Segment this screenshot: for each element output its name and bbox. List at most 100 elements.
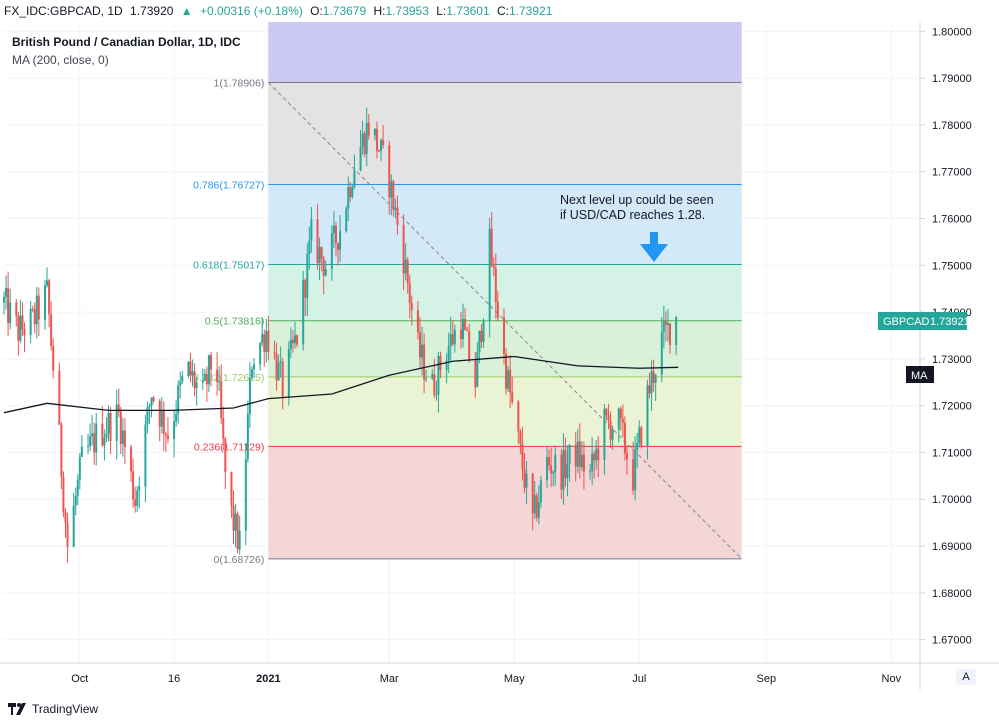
candle-body	[158, 401, 161, 427]
candle-body	[365, 122, 368, 154]
candle-body	[78, 456, 81, 480]
y-tick-label: 1.79000	[932, 73, 972, 85]
candle-body	[244, 459, 247, 531]
y-tick-label: 1.80000	[932, 26, 972, 38]
price-axis[interactable]: 1.67000 1.68000 1.69000 1.70000 1.71000 1.720…	[920, 26, 972, 647]
candle-body	[74, 495, 77, 506]
candle-body	[464, 318, 467, 330]
candle-body	[517, 402, 520, 432]
candle-body	[150, 397, 153, 406]
candle-body	[330, 233, 333, 269]
candle-body	[623, 422, 626, 454]
candle-body	[593, 453, 596, 461]
annotation-line-1: Next level up could be seen	[560, 193, 714, 207]
candle-body	[396, 207, 399, 225]
up-triangle-icon: ▲	[180, 4, 193, 18]
candle-body	[289, 339, 292, 349]
candle-body	[439, 356, 442, 371]
candle-body	[607, 415, 610, 422]
candle-body	[531, 473, 534, 514]
candle-body	[19, 315, 22, 341]
candle-body	[435, 394, 438, 396]
candle-body	[449, 334, 452, 347]
candle-body	[351, 186, 354, 197]
legend-title[interactable]: British Pound / Canadian Dollar, 1D, IDC	[12, 35, 241, 49]
candle-body	[146, 407, 149, 425]
candle-body	[640, 427, 643, 446]
candle-body	[591, 453, 594, 472]
candle-body	[605, 408, 608, 416]
candle-body	[388, 145, 391, 198]
candle-body	[95, 423, 98, 453]
candle-body	[668, 323, 671, 346]
candle-body	[164, 433, 167, 436]
legend-indicator[interactable]: MA (200, close, 0)	[12, 53, 109, 67]
symbol-label[interactable]: FX_IDC:GBPCAD, 1D	[4, 4, 123, 18]
candle-body	[402, 224, 405, 274]
candle-body	[505, 353, 508, 389]
candle-body	[52, 345, 55, 371]
fibonacci-retracement[interactable]: 1(1.78906) 0.786(1.76727) 0.618(1.75017) 0.…	[193, 22, 743, 566]
candle-body	[511, 392, 514, 403]
candle-body	[578, 441, 581, 467]
candle-body	[230, 472, 233, 506]
candle-body	[279, 361, 282, 363]
candle-body	[130, 447, 133, 472]
chart-legend: British Pound / Canadian Dollar, 1D, IDC…	[12, 33, 241, 69]
candle-body	[494, 268, 497, 302]
candle-body	[533, 495, 536, 514]
candle-body	[378, 150, 381, 152]
candle-body	[539, 480, 542, 503]
candle-body	[580, 454, 583, 467]
candle-body	[9, 302, 12, 324]
candle-body	[609, 421, 612, 440]
candle-body	[546, 456, 549, 481]
candle-body	[490, 228, 493, 266]
candle-body	[207, 355, 210, 385]
candle-body	[66, 522, 69, 547]
candle-body	[232, 505, 235, 531]
candle-body	[453, 329, 456, 345]
candle-body	[267, 330, 270, 353]
candle-body	[64, 512, 67, 523]
candle-body	[560, 454, 563, 490]
annotation[interactable]: Next level up could be seen if USD/CAD r…	[560, 193, 714, 262]
candle-body	[521, 443, 524, 469]
candle-body	[482, 320, 485, 342]
candle-body	[574, 444, 577, 467]
candle-body	[619, 408, 622, 419]
tradingview-brand[interactable]: TradingView	[32, 702, 99, 716]
candle-body	[179, 381, 182, 386]
candle-body	[15, 302, 18, 316]
candle-body	[181, 375, 184, 382]
candle-body	[646, 385, 649, 446]
candle-body	[478, 330, 481, 353]
candle-body	[60, 424, 63, 477]
candle-body	[603, 408, 606, 461]
candle-body	[621, 418, 624, 423]
candle-body	[507, 369, 510, 389]
fib-level-label: 0(1.68726)	[214, 554, 265, 566]
candle-body	[406, 259, 409, 284]
candle-body	[310, 219, 313, 241]
y-tick-label: 1.71000	[932, 447, 972, 459]
fib-zone	[268, 184, 742, 265]
candle-body	[302, 280, 305, 345]
candle-body	[617, 408, 620, 430]
x-tick-label: 2021	[256, 673, 280, 685]
fib-zone	[268, 264, 742, 321]
auto-scale-button[interactable]: A	[956, 669, 976, 685]
candle-body	[451, 334, 454, 345]
candle-body	[123, 430, 126, 448]
time-axis[interactable]: Oct 16 2021 Mar May Jul Sep Nov	[71, 673, 901, 685]
candle-body	[525, 473, 528, 488]
candle-body	[339, 231, 342, 250]
candle-body	[144, 424, 147, 487]
price-chart[interactable]: 1(1.78906) 0.786(1.76727) 0.618(1.75017) 0.…	[0, 0, 999, 700]
candle-body	[5, 288, 8, 297]
candle-body	[425, 378, 428, 380]
candle-body	[582, 454, 585, 472]
high-label: H:	[373, 4, 386, 18]
candle-body	[334, 225, 337, 244]
candle-body	[76, 479, 79, 496]
